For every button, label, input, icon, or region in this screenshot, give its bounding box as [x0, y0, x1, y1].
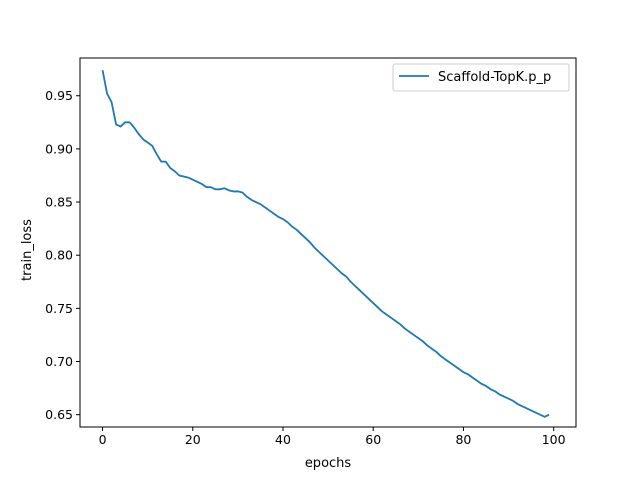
- y-tick-label: 0.95: [45, 88, 73, 103]
- x-axis-label: epochs: [305, 456, 352, 471]
- plot-layer: [101, 70, 550, 418]
- x-tick-label: 80: [455, 432, 471, 447]
- y-tick-label: 0.80: [45, 248, 73, 263]
- legend-frame: [392, 63, 570, 92]
- y-tick-label: 0.70: [45, 354, 73, 369]
- legend-label-scaffold-topk: Scaffold-TopK.p_p: [438, 70, 551, 85]
- y-tick-label: 0.75: [45, 301, 73, 316]
- axes-layer: 0 20 40 60 80 100 0.65 0.70 0.75 0.80 0.85 0.90 0.95: [45, 57, 577, 447]
- y-tick-label: 0.85: [45, 195, 73, 210]
- x-tick-label: 40: [275, 432, 291, 447]
- x-tick-label: 60: [365, 432, 381, 447]
- x-tick-label: 20: [185, 432, 201, 447]
- y-tick-label: 0.65: [45, 407, 73, 422]
- legend: Scaffold-TopK.p_p: [392, 63, 570, 92]
- plot-frame: [79, 57, 577, 428]
- x-tick-label: 100: [542, 432, 566, 447]
- y-axis-label: train_loss: [20, 219, 35, 281]
- y-tick-label: 0.90: [45, 141, 73, 156]
- x-tick-label: 0: [99, 432, 107, 447]
- series-line-0: [101, 70, 550, 418]
